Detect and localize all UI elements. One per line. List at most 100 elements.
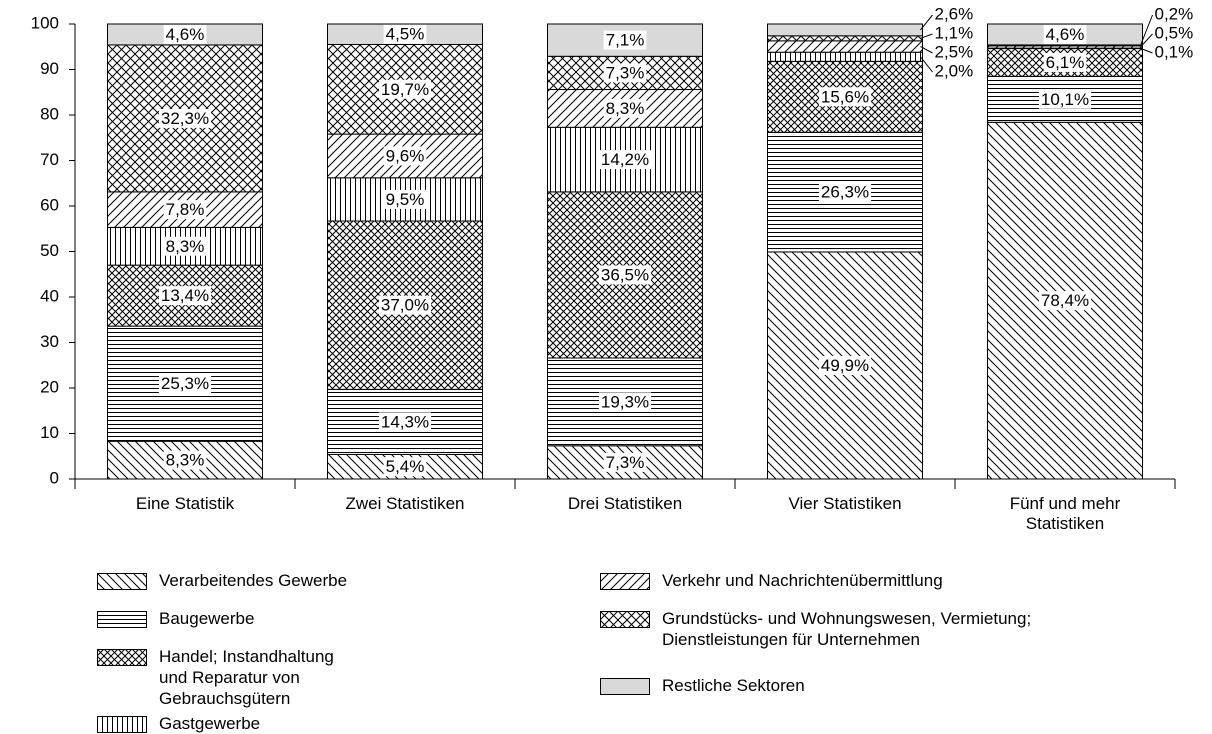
label-bg — [163, 24, 207, 44]
y-tick-label: 90 — [40, 59, 59, 78]
legend-label: Restliche Sektoren — [662, 676, 805, 695]
data-label: 19,3% — [601, 392, 649, 411]
label-bg — [818, 182, 872, 202]
leader-line — [920, 14, 933, 31]
data-label: 0,1% — [1155, 42, 1194, 61]
label-bg — [163, 450, 207, 470]
label-bg — [1038, 291, 1092, 311]
x-tick-label: Eine Statistik — [135, 494, 235, 513]
bar-segment — [767, 23, 923, 37]
data-label: 78,4% — [1041, 291, 1089, 310]
data-label: 13,4% — [161, 286, 209, 305]
legend-item: Verarbeitendes Gewerbe — [97, 570, 577, 591]
data-label: 15,6% — [821, 87, 869, 106]
y-tick-label: 30 — [40, 332, 59, 351]
label-bg — [378, 412, 432, 432]
label-bg — [818, 355, 872, 375]
leader-line — [920, 46, 933, 54]
label-bg — [383, 189, 427, 209]
data-label: 7,3% — [606, 453, 645, 472]
legend-swatch — [600, 573, 650, 590]
legend-swatch — [97, 573, 147, 590]
legend-swatch — [97, 611, 147, 628]
legend-label: Verkehr und Nachrichtenübermittlung — [662, 571, 943, 590]
data-label: 36,5% — [601, 265, 649, 284]
label-bg — [1043, 24, 1087, 44]
data-label: 6,1% — [1046, 53, 1085, 72]
legend-label: Handel; Instandhaltung und Reparatur von… — [159, 647, 334, 708]
data-label: 9,5% — [386, 190, 425, 209]
label-bg — [378, 79, 432, 99]
data-label: 8,3% — [166, 451, 205, 470]
y-tick-label: 50 — [40, 241, 59, 260]
y-tick-label: 70 — [40, 150, 59, 169]
label-bg — [158, 286, 212, 306]
label-bg — [603, 63, 647, 83]
label-bg — [818, 87, 872, 107]
label-bg — [163, 200, 207, 220]
label-bg — [603, 452, 647, 472]
data-label: 37,0% — [381, 296, 429, 315]
label-bg — [603, 30, 647, 50]
data-label: 4,6% — [1046, 25, 1085, 44]
y-tick-label: 40 — [40, 286, 59, 305]
data-label: 14,3% — [381, 412, 429, 431]
legend-swatch — [600, 611, 650, 628]
data-label: 7,8% — [166, 200, 205, 219]
leader-line — [1140, 47, 1153, 54]
legend-item: Restliche Sektoren — [600, 675, 1080, 696]
legend-swatch — [97, 716, 147, 733]
y-tick-label: 20 — [40, 377, 59, 396]
data-label: 14,2% — [601, 150, 649, 169]
data-label: 4,6% — [166, 25, 205, 44]
data-label: 10,1% — [1041, 90, 1089, 109]
legend-item: Verkehr und Nachrichtenübermittlung — [600, 570, 1080, 591]
data-label: 1,1% — [935, 23, 974, 42]
label-bg — [383, 457, 427, 477]
data-label: 2,6% — [935, 4, 974, 23]
label-bg — [1043, 52, 1087, 72]
leader-line — [920, 56, 933, 73]
label-bg — [598, 150, 652, 170]
y-tick-label: 60 — [40, 195, 59, 214]
bar-segment — [767, 40, 923, 53]
legend-label: Baugewerbe — [159, 609, 255, 628]
y-tick-label: 0 — [50, 468, 59, 487]
legend-label: Grundstücks- und Wohnungswesen, Vermietu… — [662, 609, 1032, 649]
label-bg — [603, 98, 647, 118]
x-tick-label: Vier Statistiken — [788, 494, 902, 513]
bar-segment — [327, 133, 483, 179]
y-tick-label: 100 — [31, 13, 59, 32]
data-label: 49,9% — [821, 356, 869, 375]
data-label: 8,3% — [166, 237, 205, 256]
legend-item: Gastgewerbe — [97, 713, 577, 734]
data-label: 5,4% — [386, 457, 425, 476]
legend-item: Baugewerbe — [97, 608, 577, 629]
label-bg — [163, 236, 207, 256]
y-tick-label: 80 — [40, 104, 59, 123]
x-tick-label: Drei Statistiken — [567, 494, 683, 513]
label-bg — [158, 108, 212, 128]
label-bg — [598, 265, 652, 285]
label-bg — [378, 295, 432, 315]
legend-label: Gastgewerbe — [159, 714, 261, 733]
label-bg — [383, 146, 427, 166]
x-tick-label: Zwei Statistiken — [345, 494, 465, 513]
leader-line — [920, 33, 933, 39]
legend-label: Verarbeitendes Gewerbe — [159, 571, 348, 590]
bar-segment — [767, 51, 923, 62]
data-label: 25,3% — [161, 374, 209, 393]
data-label: 0,5% — [1155, 23, 1194, 42]
label-bg — [383, 24, 427, 44]
legend-item: Grundstücks- und Wohnungswesen, Vermietu… — [600, 608, 1080, 650]
bar-segment — [767, 35, 923, 42]
legend-swatch — [97, 649, 147, 666]
data-label: 32,3% — [161, 109, 209, 128]
leader-line — [1140, 33, 1153, 48]
legend-swatch — [600, 678, 650, 695]
label-bg — [598, 392, 652, 412]
data-label: 8,3% — [606, 99, 645, 118]
label-bg — [158, 374, 212, 394]
